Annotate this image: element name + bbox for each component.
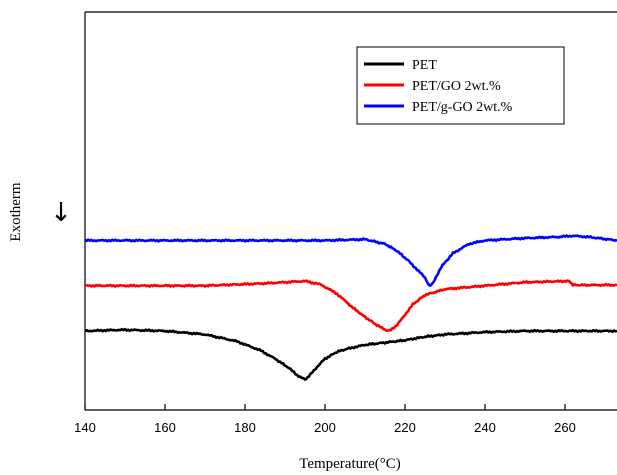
x-tick-label: 260 <box>554 420 576 435</box>
legend-label: PET/g-GO 2wt.% <box>412 100 513 115</box>
x-axis-ticks: 140 160 180 200 220 240 260 <box>74 404 576 435</box>
x-tick-label: 160 <box>154 420 176 435</box>
series-layer <box>84 234 617 381</box>
x-axis-title: Temperature(°C) <box>299 456 401 472</box>
series-line-3 <box>84 234 617 288</box>
series-line-2 <box>84 279 617 333</box>
x-tick-label: 220 <box>394 420 416 435</box>
legend-items: PET PET/GO 2wt.% PET/g-GO 2wt.% <box>364 58 513 115</box>
exotherm-direction-arrow-icon: ↓ <box>50 198 72 228</box>
legend-label: PET/GO 2wt.% <box>412 79 501 94</box>
x-tick-label: 240 <box>474 420 496 435</box>
x-tick-label: 180 <box>234 420 256 435</box>
x-tick-label: 200 <box>314 420 336 435</box>
legend: PET PET/GO 2wt.% PET/g-GO 2wt.% <box>356 46 565 125</box>
legend-label: PET <box>412 58 437 73</box>
x-tick-label: 140 <box>74 420 96 435</box>
legend-box <box>356 46 565 125</box>
series-line-1 <box>84 327 617 381</box>
plot-frame <box>84 11 617 411</box>
y-axis-title: Exotherm <box>8 182 24 241</box>
